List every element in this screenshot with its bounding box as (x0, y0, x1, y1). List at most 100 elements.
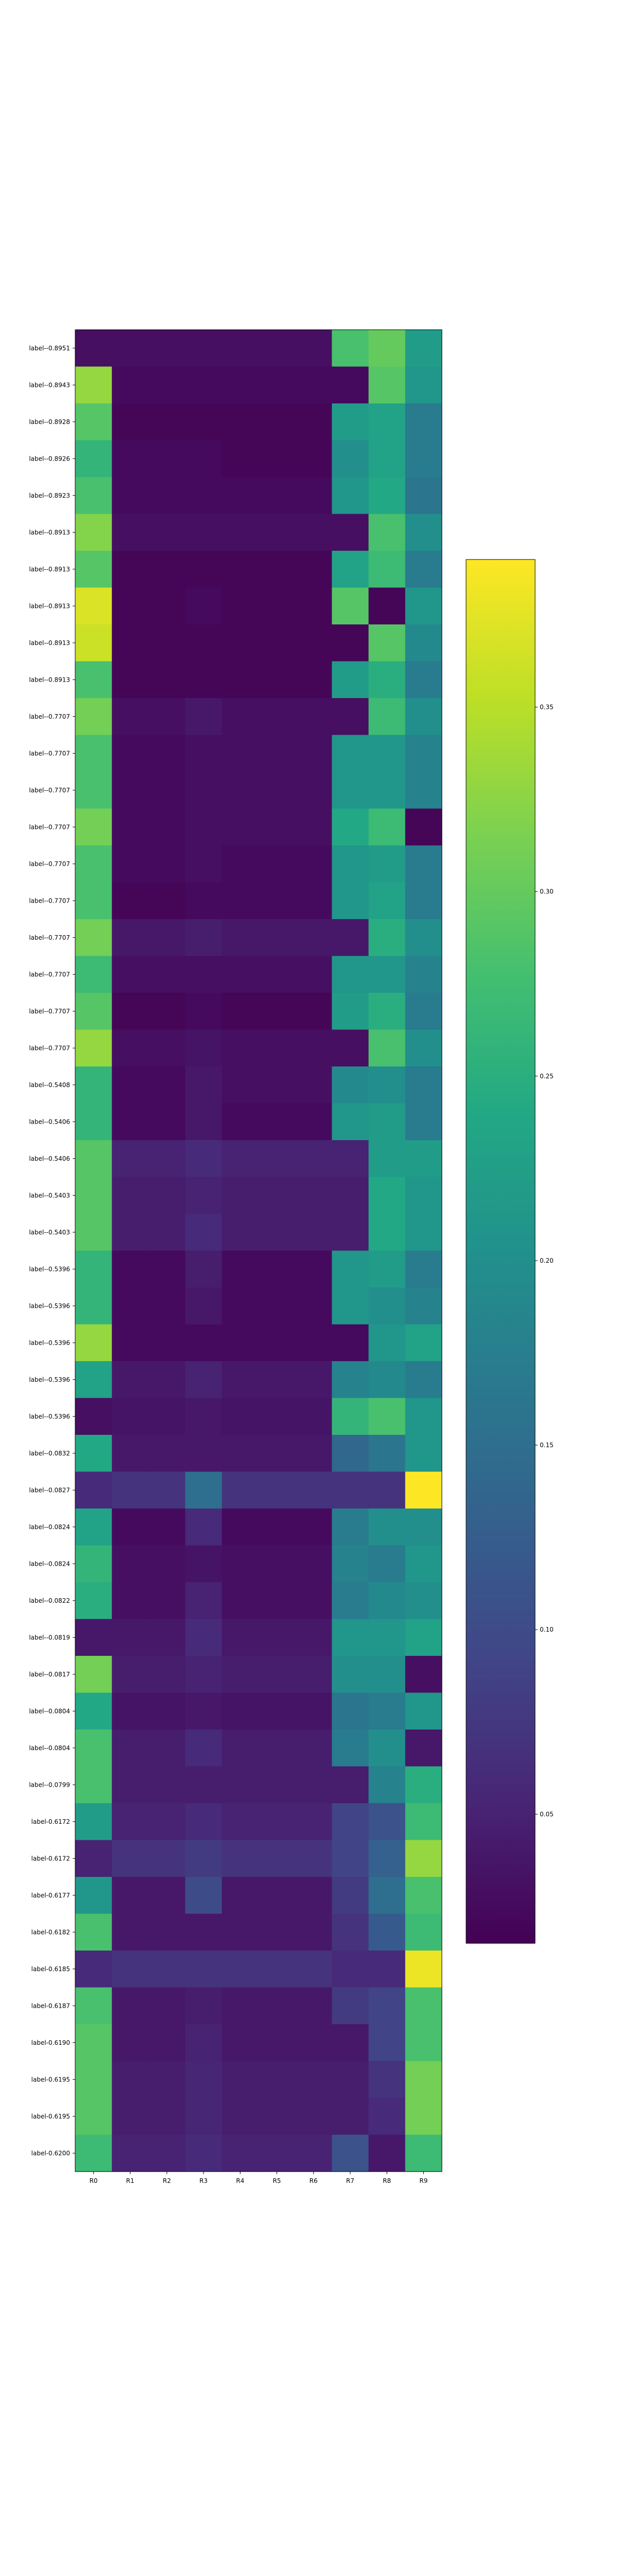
heatmap-cell (368, 1803, 406, 1841)
heatmap-cell (295, 2024, 332, 2062)
heatmap-cell (295, 1840, 332, 1877)
heatmap-cell (148, 919, 186, 957)
heatmap-cell (332, 1287, 369, 1325)
row-tick-label: label--0.7707 (29, 713, 70, 720)
row-tick-label: label--0.7707 (29, 750, 70, 757)
heatmap-cell (259, 440, 296, 478)
heatmap-cell (185, 661, 222, 699)
row-tick-label: label--0.0822 (29, 1597, 70, 1604)
colorbar-tick-labels: 0.05 0.10 0.15 0.20 0.25 0.30 0.35 (535, 704, 554, 1818)
heatmap-cell (75, 366, 112, 404)
heatmap-cell (185, 1250, 222, 1288)
heatmap-cell (332, 1877, 369, 1914)
heatmap-cell (75, 1509, 112, 1546)
heatmap-cell (75, 403, 112, 441)
heatmap-cell (332, 1066, 369, 1104)
heatmap-cell (148, 1619, 186, 1656)
row-tick-label: label--0.0804 (29, 1707, 70, 1715)
row-tick-label: label--0.5403 (29, 1192, 70, 1199)
heatmap-cell (112, 440, 149, 478)
row-tick-label: label--0.7707 (29, 823, 70, 831)
heatmap-cell (368, 1509, 406, 1546)
heatmap-cell (148, 551, 186, 588)
heatmap-cell (368, 808, 406, 846)
heatmap-cell (221, 440, 259, 478)
heatmap-cell (185, 1545, 222, 1583)
heatmap-cell (368, 1730, 406, 1767)
heatmap-cell (259, 993, 296, 1030)
heatmap-cell (221, 993, 259, 1030)
heatmap-cell (112, 1913, 149, 1951)
heatmap-cell (75, 1545, 112, 1583)
heatmap-cell (295, 1619, 332, 1656)
row-tick-label: label-0.6187 (31, 2002, 70, 2009)
heatmap-cell (368, 1214, 406, 1251)
heatmap-cell (368, 1066, 406, 1104)
heatmap-cell (295, 514, 332, 551)
heatmap-cell (75, 2098, 112, 2136)
row-tick-label: label--0.8951 (29, 345, 70, 352)
heatmap-cell (75, 2061, 112, 2098)
row-tick-label: label--0.8913 (29, 639, 70, 647)
heatmap-cell (75, 1987, 112, 2025)
heatmap-cell (332, 882, 369, 920)
heatmap-cell (185, 1177, 222, 1214)
heatmap-cell (148, 440, 186, 478)
heatmap-cell (259, 1766, 296, 1804)
heatmap-cell (368, 2134, 406, 2172)
heatmap-cell (259, 1214, 296, 1251)
heatmap-cell (75, 1250, 112, 1288)
heatmap-cell (148, 845, 186, 883)
heatmap-cell (368, 1656, 406, 1693)
heatmap-cell (148, 1656, 186, 1693)
heatmap-cell (112, 1582, 149, 1620)
heatmap-cell (148, 772, 186, 809)
heatmap-cell (75, 1361, 112, 1399)
row-tick-label: label--0.8943 (29, 381, 70, 388)
heatmap-cell (112, 1140, 149, 1178)
heatmap-cell (112, 1471, 149, 1509)
heatmap-cell (148, 2061, 186, 2098)
heatmap-frame (75, 329, 442, 2172)
heatmap-cell (221, 1951, 259, 1988)
heatmap-cell (112, 1545, 149, 1583)
heatmap-cell (332, 956, 369, 993)
heatmap-cell (75, 1324, 112, 1362)
heatmap-cell (185, 1582, 222, 1620)
heatmap-cell (295, 1766, 332, 1804)
heatmap-cell (185, 735, 222, 772)
heatmap-cell (221, 1840, 259, 1877)
heatmap-cell (332, 2024, 369, 2062)
heatmap-cell (405, 1545, 442, 1583)
heatmap-cell (148, 1913, 186, 1951)
colorbar-tick-label: 0.05 (540, 1810, 554, 1818)
column-tick-label: R1 (126, 2177, 134, 2184)
heatmap-cell (221, 1766, 259, 1804)
heatmap-cell (148, 514, 186, 551)
heatmap-cell (405, 1840, 442, 1877)
heatmap-cell (368, 440, 406, 478)
row-tick-label: label--0.7707 (29, 860, 70, 868)
heatmap-cell (368, 2098, 406, 2136)
heatmap-cell (185, 772, 222, 809)
heatmap-cell (368, 514, 406, 551)
heatmap-cell (221, 698, 259, 736)
heatmap-cell (332, 993, 369, 1030)
heatmap-cell (368, 403, 406, 441)
heatmap-cell (332, 1471, 369, 1509)
heatmap-cell (332, 661, 369, 699)
heatmap-cell (112, 1324, 149, 1362)
heatmap-cell (405, 845, 442, 883)
row-tick-label: label-0.6200 (31, 2149, 70, 2157)
heatmap-cell (259, 366, 296, 404)
heatmap-cell (112, 1840, 149, 1877)
heatmap-cell (221, 1066, 259, 1104)
heatmap-cell (75, 1913, 112, 1951)
heatmap-cell (185, 1656, 222, 1693)
row-tick-label: label--0.8923 (29, 492, 70, 499)
heatmap-cell (259, 1177, 296, 1214)
heatmap-cell (295, 1803, 332, 1841)
heatmap-cell (295, 735, 332, 772)
heatmap-cell (148, 1177, 186, 1214)
heatmap-cell (368, 698, 406, 736)
